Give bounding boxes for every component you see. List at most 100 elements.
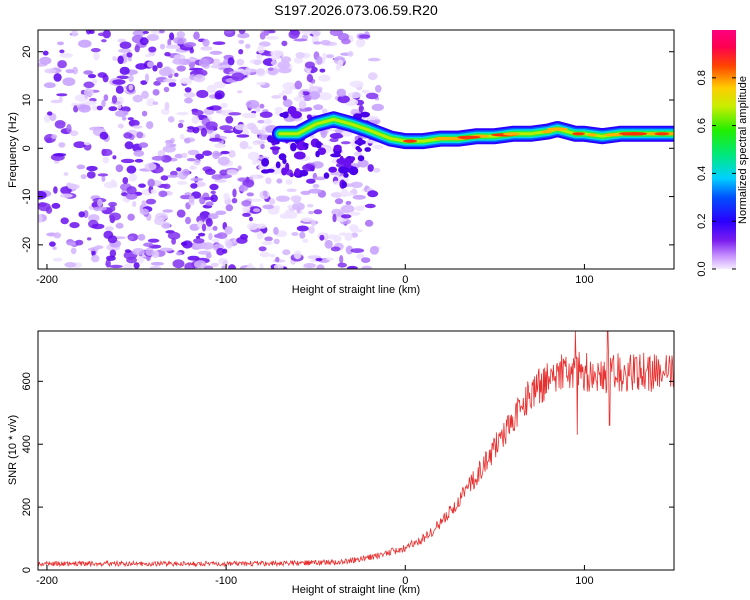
spectrogram-noise-blob xyxy=(184,97,193,104)
spectrogram-noise-blob xyxy=(221,265,227,269)
spectrogram-noise-blob xyxy=(252,208,261,213)
spectrogram-noise-blob xyxy=(59,53,73,58)
spectrogram-noise-blob xyxy=(83,81,95,89)
spectrogram-noise-blob xyxy=(312,183,320,189)
spectrogram-noise-blob xyxy=(189,165,198,170)
spectrogram-noise-blob xyxy=(223,192,230,201)
spectrogram-noise-blob xyxy=(293,57,304,64)
spectrogram-noise-blob xyxy=(119,41,132,49)
spectrogram-noise-blob xyxy=(58,96,63,103)
spectrogram-noise-blob xyxy=(56,93,68,97)
spectrogram-noise-blob xyxy=(151,155,165,161)
snr-x-tick-label: -200 xyxy=(36,575,58,587)
spectrogram-noise-blob xyxy=(45,137,53,144)
spectrogram-noise-blob xyxy=(278,67,292,74)
spectrogram-noise-blob xyxy=(146,98,156,107)
spectrogram-noise-blob xyxy=(259,111,273,118)
spectrogram-noise-blob xyxy=(308,210,314,215)
spectrogram-noise-blob xyxy=(141,200,147,207)
spectrogram-noise-blob xyxy=(269,253,276,258)
spectrogram-noise-blob xyxy=(150,189,157,194)
spectrogram-noise-blob xyxy=(189,223,200,231)
spectrogram-noise-blob xyxy=(118,48,132,53)
spectrogram-noise-blob xyxy=(60,217,69,225)
spectrogram-noise-blob xyxy=(115,110,128,117)
spectrogram-noise-blob xyxy=(206,84,217,94)
spectrogram-noise-blob xyxy=(111,95,118,104)
spectrogram-ridge-peak xyxy=(403,139,418,143)
snr-x-tick-label: 100 xyxy=(575,575,593,587)
spectrogram-noise-blob xyxy=(88,30,95,34)
spectrogram-noise-blob xyxy=(257,119,265,124)
spectrogram-noise-blob xyxy=(83,141,91,146)
spectrogram-noise-blob xyxy=(90,48,101,53)
spectrogram-noise-blob xyxy=(126,165,137,174)
spectrogram-noise-blob xyxy=(78,104,91,113)
spectrogram-noise-blob xyxy=(163,183,171,189)
spectrogram-noise-blob xyxy=(301,30,312,35)
spectrogram-noise-blob xyxy=(306,74,314,83)
spectrogram-noise-blob xyxy=(364,203,376,209)
spectrogram-noise-blob xyxy=(208,232,213,241)
spectrogram-noise-blob xyxy=(282,99,293,108)
spectrogram-noise-blob xyxy=(49,241,56,247)
spectrogram-noise-blob xyxy=(152,101,159,105)
spectrogram-noise-blob xyxy=(285,179,293,185)
figure-title: S197.2026.073.06.59.R20 xyxy=(274,2,438,18)
spectrogram-noise-blob xyxy=(183,92,196,98)
spectrogram-noise-blob xyxy=(214,143,226,149)
spectrogram-ridge-peak xyxy=(619,132,645,136)
spectrogram-noise-blob xyxy=(350,248,365,254)
spectrogram-noise-blob xyxy=(144,73,150,82)
spectrogram-noise-blob xyxy=(165,44,180,49)
spectrogram-noise-blob xyxy=(337,95,350,104)
spectrogram-noise-blob xyxy=(332,235,342,243)
colorbar-tick-label: 0.6 xyxy=(696,118,708,133)
snr-y-tick-label: 400 xyxy=(21,435,33,453)
spectrogram-noise-blob xyxy=(103,181,116,189)
spectrogram-noise-blob xyxy=(270,60,278,66)
spectrogram-noise-blob xyxy=(101,176,106,182)
spectrogram-ridge-peak xyxy=(503,132,521,136)
spectrogram-noise-blob xyxy=(339,192,354,197)
spectrogram-noise-blob xyxy=(323,172,330,179)
spectrogram-noise-blob xyxy=(358,105,364,113)
spectrogram-noise-blob xyxy=(72,66,78,75)
spectrogram-y-tick-label: 0 xyxy=(21,145,33,151)
spectrogram-noise-blob xyxy=(276,178,283,184)
spectrogram-noise-blob xyxy=(132,94,143,103)
spectrogram-noise-blob xyxy=(38,190,47,200)
spectrogram-noise-blob xyxy=(219,125,233,131)
spectrogram-noise-blob xyxy=(373,167,381,173)
spectrogram-noise-blob xyxy=(215,210,227,216)
spectrogram-y-tick-label: -10 xyxy=(21,189,33,205)
spectrogram-noise-blob xyxy=(115,222,124,229)
spectrogram-noise-blob xyxy=(269,198,276,205)
spectrogram-noise-blob xyxy=(128,74,134,83)
spectrogram-noise-blob xyxy=(360,111,370,118)
spectrogram-noise-blob xyxy=(60,193,73,198)
spectrogram-noise-blob xyxy=(52,246,57,250)
spectrogram-noise-blob xyxy=(278,92,285,97)
spectrogram-noise-blob xyxy=(298,170,309,177)
spectrogram-noise-blob xyxy=(42,50,49,56)
spectrogram-noise-blob xyxy=(109,249,117,258)
spectrogram-noise-blob xyxy=(304,61,315,69)
spectrogram-noise-blob xyxy=(311,30,322,37)
spectrogram-noise-blob xyxy=(330,246,341,252)
spectrogram-noise-blob xyxy=(112,79,126,85)
spectrogram-noise-blob xyxy=(348,91,362,99)
spectrogram-noise-blob xyxy=(66,241,77,246)
spectrogram-noise-blob xyxy=(175,251,183,256)
spectrogram-noise-blob xyxy=(53,232,62,239)
spectrogram-noise-blob xyxy=(122,177,129,184)
spectrogram-noise-blob xyxy=(144,162,157,171)
spectrogram-noise-blob xyxy=(335,63,341,71)
spectrogram-noise-blob xyxy=(281,89,293,95)
spectrogram-noise-blob xyxy=(375,84,382,93)
spectrogram-noise-blob xyxy=(132,201,137,208)
spectrogram-noise-blob xyxy=(121,116,127,121)
spectrogram-noise-blob xyxy=(245,176,250,184)
spectrogram-noise-blob xyxy=(245,43,251,49)
spectrogram-noise-blob xyxy=(227,57,235,66)
